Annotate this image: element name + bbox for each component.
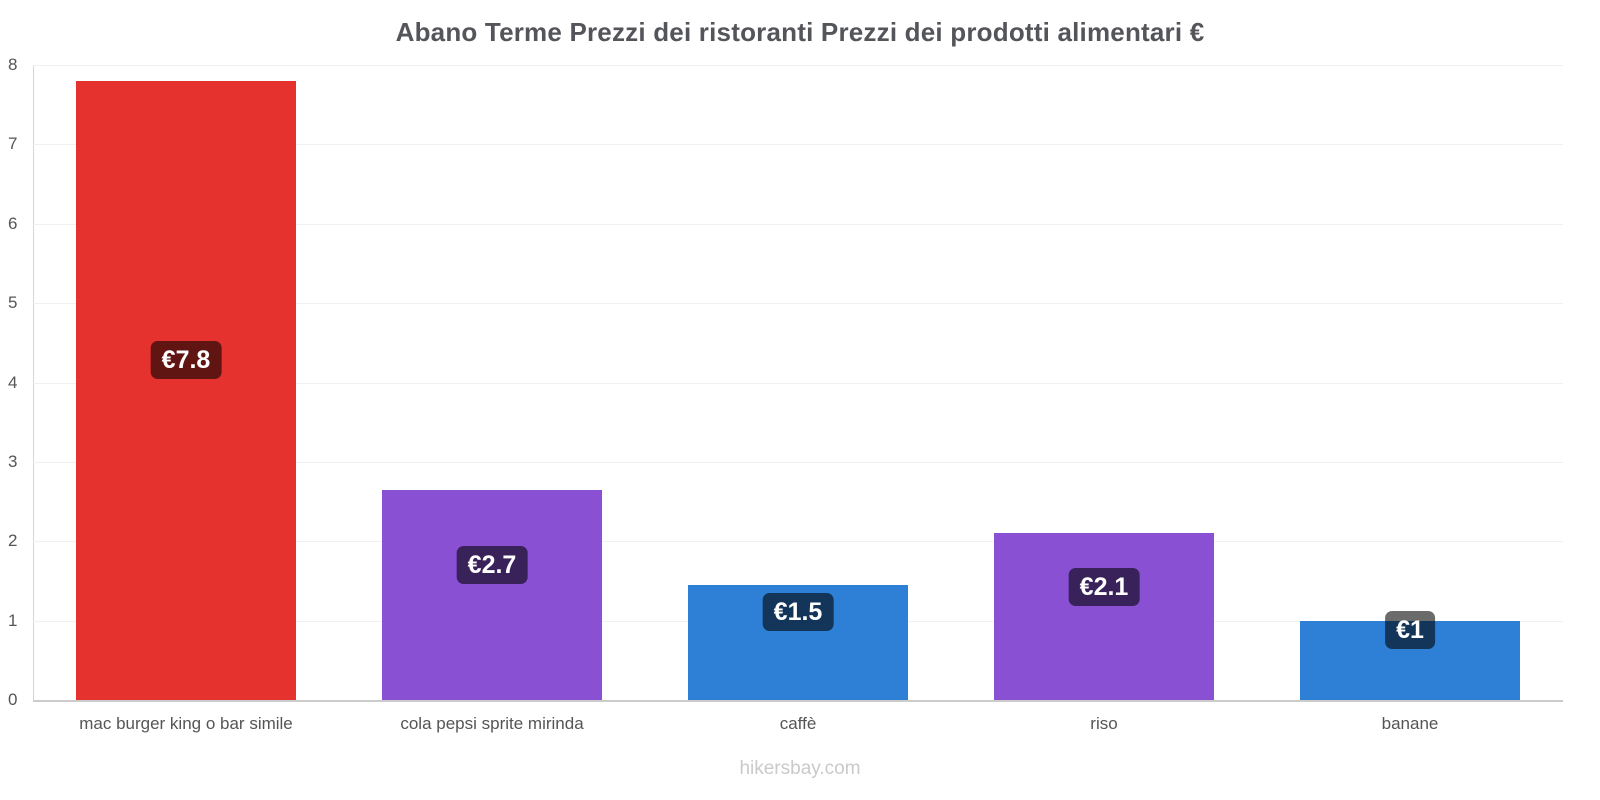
gridline [33,541,1563,543]
bar-1: €7.8 [76,80,296,700]
gridline [33,461,1563,463]
y-tick-label: 5 [8,293,18,313]
gridline [33,144,1563,146]
category-label: caffè [779,714,817,733]
category-label: riso [1090,714,1118,733]
gridline [33,223,1563,225]
y-axis-line [33,65,34,702]
bar-4: €2.1 [994,533,1214,700]
bar-3: €1.5 [688,584,908,700]
watermark: hikersbay.com [739,758,861,779]
bar-2: €2.7 [382,489,602,700]
gridline [33,303,1563,305]
y-tick-label: 0 [8,690,18,709]
y-tick-label: 8 [8,55,18,74]
bar-5: €1 [1300,611,1520,700]
category-label: cola pepsi sprite mirinda [400,714,584,733]
y-tick-label: 3 [8,451,18,471]
chart-title: Abano Terme Prezzi dei ristoranti Prezzi… [395,17,1205,47]
value-badge: €1 [1385,611,1435,650]
value-badge: €2.1 [1068,567,1140,606]
gridline [33,382,1563,384]
y-tick-label: 1 [8,610,18,630]
y-tick-label: 6 [8,213,18,233]
gridline [33,65,1563,66]
value-badge: €2.7 [456,545,528,584]
y-tick-label: 7 [8,134,18,154]
category-label: mac burger king o bar simile [79,714,293,733]
y-tick-label: 4 [8,372,18,392]
value-badge: €7.8 [150,341,222,380]
y-tick-label: 2 [8,531,18,551]
value-badge: €1.5 [762,593,834,632]
category-label: banane [1381,714,1439,733]
x-axis-line [33,700,1563,702]
